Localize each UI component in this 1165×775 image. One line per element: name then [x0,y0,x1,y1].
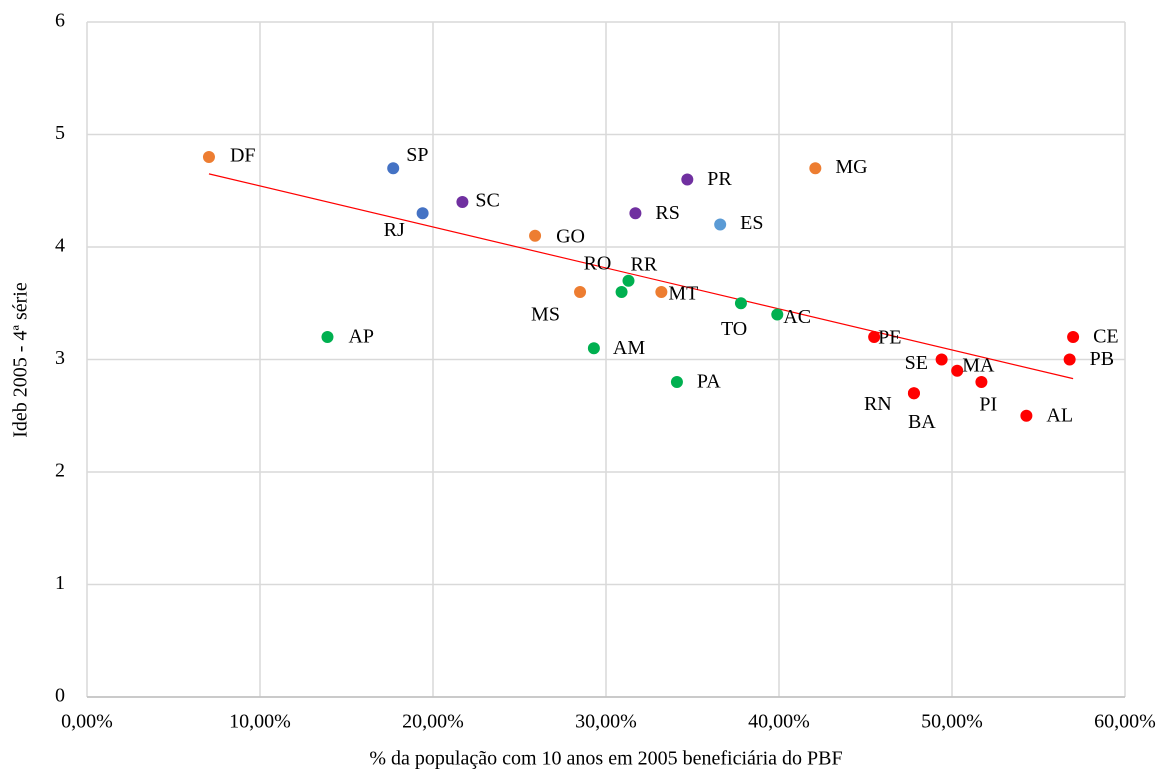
point [670,376,683,388]
point [868,331,881,343]
x-tick-label: 60,00% [1094,711,1156,733]
point [202,151,215,163]
point [1067,331,1080,343]
point [1020,409,1033,422]
x-tick-label: 10,00% [229,711,291,733]
point [935,353,948,366]
point [587,342,600,355]
point-label: AM [613,337,645,359]
point-label: AC [783,306,811,328]
point [456,196,469,208]
point [734,297,747,310]
y-tick-label: 3 [55,347,65,369]
point-label: PR [707,168,732,190]
point-label: SE [905,352,928,374]
point-label: RJ [384,219,405,241]
point-label: CE [1093,326,1119,348]
point-label: AL [1046,404,1073,426]
point-label: DF [230,145,256,167]
point [907,387,920,400]
point-label: MS [531,304,560,326]
point-label: ES [740,212,763,234]
point-label: SP [406,144,428,166]
x-tick-label: 0,00% [61,711,113,733]
point [529,229,542,242]
point [655,286,668,298]
point [629,207,642,220]
point [975,376,988,388]
point-label: GO [556,225,585,247]
y-axis-title: Ideb 2005 - 4ª série [10,282,32,438]
y-tick-label: 6 [55,10,65,32]
x-axis-title: % da população com 10 anos em 2005 benef… [369,748,842,770]
point-label: MA [962,354,995,376]
y-tick-label: 2 [55,460,65,482]
point-label: SC [475,190,499,212]
point-label: PB [1090,348,1114,370]
point [615,286,628,298]
y-tick-label: 4 [55,235,65,257]
trendline [208,173,1074,380]
x-tick-label: 50,00% [921,711,983,733]
point-label: MT [668,283,698,305]
point-label: RO [584,253,612,275]
point-label: MG [835,156,867,178]
point-label: BA [908,411,936,433]
x-tick-label: 20,00% [402,711,464,733]
point-label: RR [630,253,657,275]
x-tick-label: 30,00% [575,711,637,733]
point [771,308,784,321]
y-tick-label: 1 [55,572,65,594]
point-label: PE [878,327,901,349]
x-tick-label: 40,00% [748,711,810,733]
point-label: PI [979,394,997,416]
point-label: RN [864,393,892,415]
point [951,364,964,377]
point [681,173,694,186]
point [321,331,334,343]
point-label: AP [348,326,374,348]
point [574,286,587,298]
point [416,207,429,220]
point [714,218,727,231]
point-label: TO [721,318,747,340]
point-label: RS [655,202,679,224]
point-label: PA [697,371,721,393]
y-tick-label: 0 [55,685,65,707]
point [1063,353,1076,366]
y-tick-label: 5 [55,122,65,144]
point [387,162,400,175]
point [622,274,635,287]
point [809,162,822,175]
